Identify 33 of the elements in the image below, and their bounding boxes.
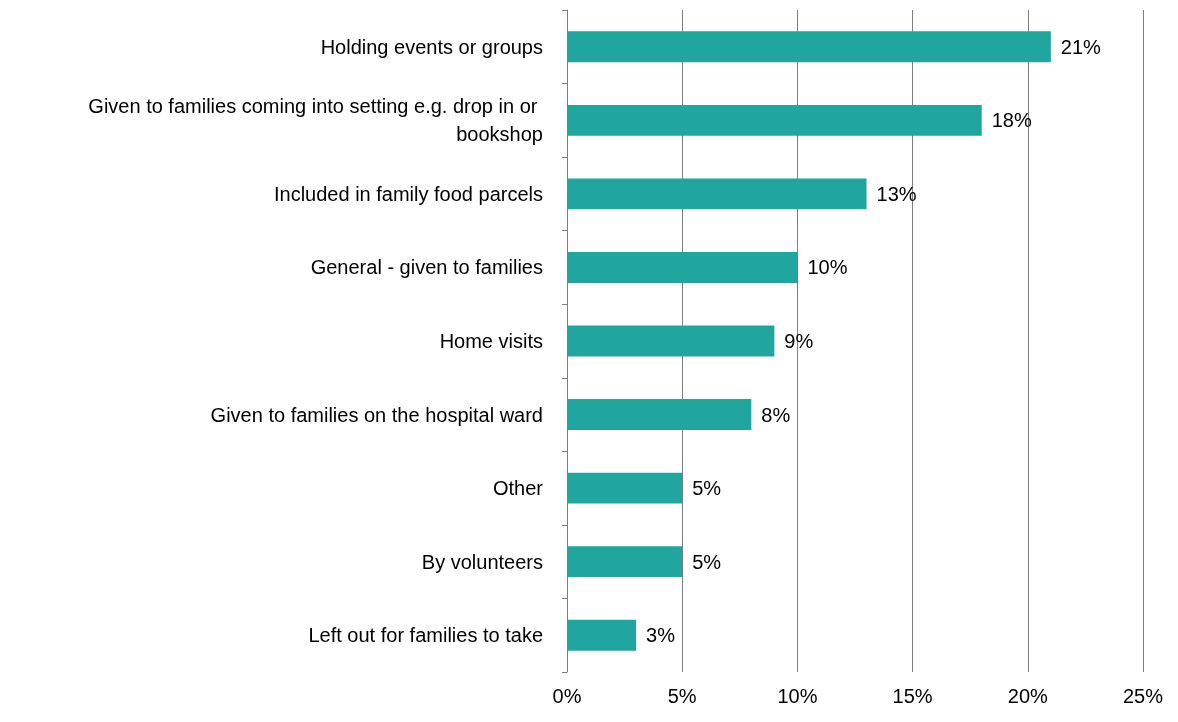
y-tick-label: Given to families coming into setting e.g. drop in or bookshop xyxy=(88,95,543,146)
bar xyxy=(567,178,867,210)
data-label: 10% xyxy=(807,256,848,279)
data-label: 13% xyxy=(876,182,917,205)
data-label: 18% xyxy=(991,109,1032,132)
bar xyxy=(567,31,1051,63)
data-label: 21% xyxy=(1060,35,1102,58)
data-label: 9% xyxy=(784,330,814,352)
x-tick-label: 5% xyxy=(667,685,697,707)
bar xyxy=(567,472,683,504)
y-tick-label: General - given to families xyxy=(310,256,543,279)
y-tick-label: Left out for families to take xyxy=(308,624,543,647)
bar xyxy=(567,104,982,136)
y-tick-label: By volunteers xyxy=(421,550,543,573)
bar xyxy=(567,399,752,430)
y-tick-label: Included in family food parcels xyxy=(273,182,543,205)
y-tick-label: Given to families on the hospital ward xyxy=(210,403,543,426)
bar xyxy=(567,546,683,578)
y-tick-label: Other xyxy=(492,477,544,500)
x-tick-label: 10% xyxy=(777,685,818,707)
data-label: 3% xyxy=(646,624,676,647)
bar xyxy=(567,325,775,357)
x-tick-label: 20% xyxy=(1007,685,1049,707)
data-label: 8% xyxy=(761,403,791,426)
data-label: 5% xyxy=(692,477,722,500)
data-label: 5% xyxy=(692,550,722,573)
y-tick-label: Holding events or groups xyxy=(320,35,543,58)
x-tick-label: 25% xyxy=(1122,685,1164,707)
y-tick-label: Home visits xyxy=(439,330,543,352)
bar xyxy=(567,619,637,651)
x-tick-label: 15% xyxy=(892,685,933,707)
bar xyxy=(567,252,798,283)
x-tick-label: 0% xyxy=(552,685,582,707)
